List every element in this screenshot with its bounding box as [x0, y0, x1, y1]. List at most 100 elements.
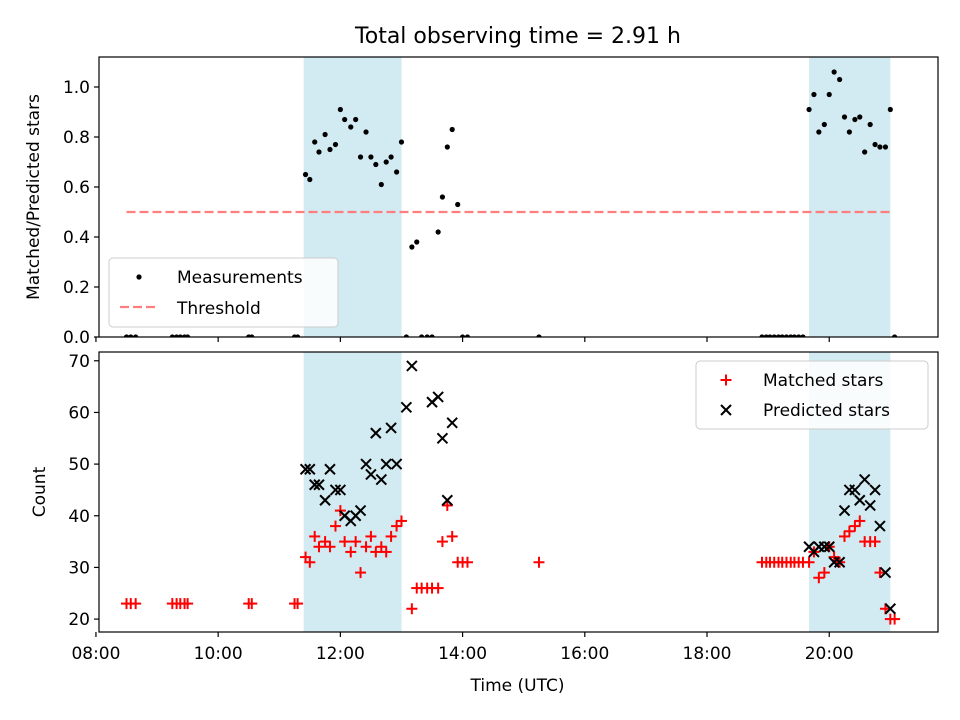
matched-star-marker [436, 536, 448, 548]
predicted-star-marker [329, 484, 342, 496]
measurement-point [307, 176, 313, 183]
marker-stroke [334, 484, 347, 496]
measurement-point [332, 141, 339, 148]
measurement-point [796, 334, 802, 337]
predicted-star-marker [849, 484, 861, 496]
x-tick-label: 10:00 [194, 644, 243, 664]
measurement-point [846, 129, 852, 135]
predicted-star-marker [400, 401, 413, 413]
measurement-point [892, 334, 898, 337]
matched-star-marker [828, 551, 840, 563]
marker-stroke [803, 541, 815, 553]
marker-stroke [406, 360, 418, 372]
legend: Measurements Threshold [108, 257, 339, 328]
figure-title: Total observing time = 2.91 h [354, 24, 681, 49]
measurement-point [169, 334, 175, 337]
predicted-star-marker [879, 566, 892, 579]
legend-measurement-swatch [136, 274, 142, 280]
y-tick-label: 50 [68, 455, 90, 475]
x-tick-label: 18:00 [683, 644, 732, 664]
top-panel-ratio-plot: 0.0 0.2 0.4 0.6 0.8 1.0 Matched/Predicted star… [24, 56, 939, 348]
predicted-star-marker [833, 556, 846, 568]
measurement-point [302, 171, 309, 178]
predicted-star-marker [436, 432, 449, 444]
measurement-point [455, 201, 461, 208]
measurement-point [867, 121, 873, 128]
x-tick-label: 20:00 [805, 644, 854, 664]
predicted-star-marker [385, 422, 397, 434]
legend-matched-label: Matched stars [763, 371, 883, 391]
marker-stroke [385, 422, 397, 434]
matched-star-marker [843, 525, 855, 537]
predicted-star-marker [390, 458, 403, 470]
observing-window-shade [303, 352, 402, 632]
matched-star-marker [849, 520, 861, 532]
measurement-point [872, 141, 878, 148]
plot-area [123, 57, 898, 337]
predicted-star-marker [319, 494, 331, 506]
x-tick-label: 12:00 [316, 644, 365, 664]
observing-window-shade [809, 57, 891, 337]
measurement-point [357, 154, 364, 160]
predicted-star-marker [309, 479, 321, 491]
matched-star-marker [391, 520, 403, 532]
matched-star-marker [380, 546, 392, 558]
y-tick-label: 1.0 [63, 78, 90, 98]
y-tick-label: 0.4 [63, 228, 90, 248]
measurement-point [464, 334, 471, 337]
predicted-star-marker [406, 360, 418, 372]
predicted-star-marker [380, 458, 392, 470]
measurement-point [806, 106, 812, 113]
matched-star-marker [869, 536, 881, 548]
marker-stroke [360, 458, 372, 470]
matched-star-marker [818, 567, 830, 579]
y-tick-label: 60 [68, 403, 90, 423]
matched-star-marker [309, 530, 321, 542]
y-axis-label: Count [30, 466, 50, 517]
measurement-point [800, 334, 806, 337]
matched-star-marker [533, 556, 545, 568]
measurement-point [388, 154, 394, 160]
y-tick-label: 30 [68, 558, 90, 578]
predicted-star-marker [432, 391, 444, 403]
matched-star-marker [441, 499, 453, 511]
matched-star-marker [292, 598, 304, 610]
y-tick-label: 40 [68, 507, 90, 527]
measurement-point [409, 244, 415, 250]
matched-star-marker [313, 541, 325, 553]
matched-star-marker [385, 530, 397, 542]
marker-stroke [390, 458, 403, 470]
bottom-panel-count-plot: 20 30 40 50 60 70 08:00 10:00 12:00 14:00 16:00 18:… [30, 351, 939, 696]
measurement-point [791, 334, 797, 337]
axes-frame [98, 56, 939, 338]
marker-stroke [400, 401, 413, 413]
predicted-star-marker [446, 417, 458, 429]
matched-star-marker [329, 520, 341, 532]
axes-frame [98, 351, 939, 633]
marker-stroke [869, 484, 881, 496]
matched-star-marker [395, 515, 407, 527]
marker-stroke [319, 494, 331, 506]
measurement-point [353, 116, 359, 123]
measurement-point [393, 169, 400, 175]
predicted-star-marker [334, 484, 347, 496]
marker-stroke [436, 432, 449, 444]
measurement-point [862, 149, 868, 155]
legend-measurements-label: Measurements [177, 268, 303, 288]
matched-star-marker [130, 598, 142, 610]
marker-stroke [432, 391, 444, 403]
matched-star-marker [803, 556, 815, 568]
legend: Matched stars Predicted stars [695, 360, 929, 430]
marker-stroke [309, 479, 321, 491]
measurement-point [841, 114, 848, 120]
predicted-star-marker [858, 473, 871, 486]
measurement-point [414, 239, 420, 245]
measurement-point [811, 91, 817, 98]
measurement-point [435, 229, 441, 235]
measurement-point [536, 334, 542, 337]
predicted-star-marker [869, 484, 881, 496]
matched-star-marker [375, 541, 387, 553]
y-axis-label: Matched/Predicted stars [24, 94, 44, 300]
predicted-star-marker [324, 463, 336, 475]
predicted-star-marker [354, 504, 367, 517]
